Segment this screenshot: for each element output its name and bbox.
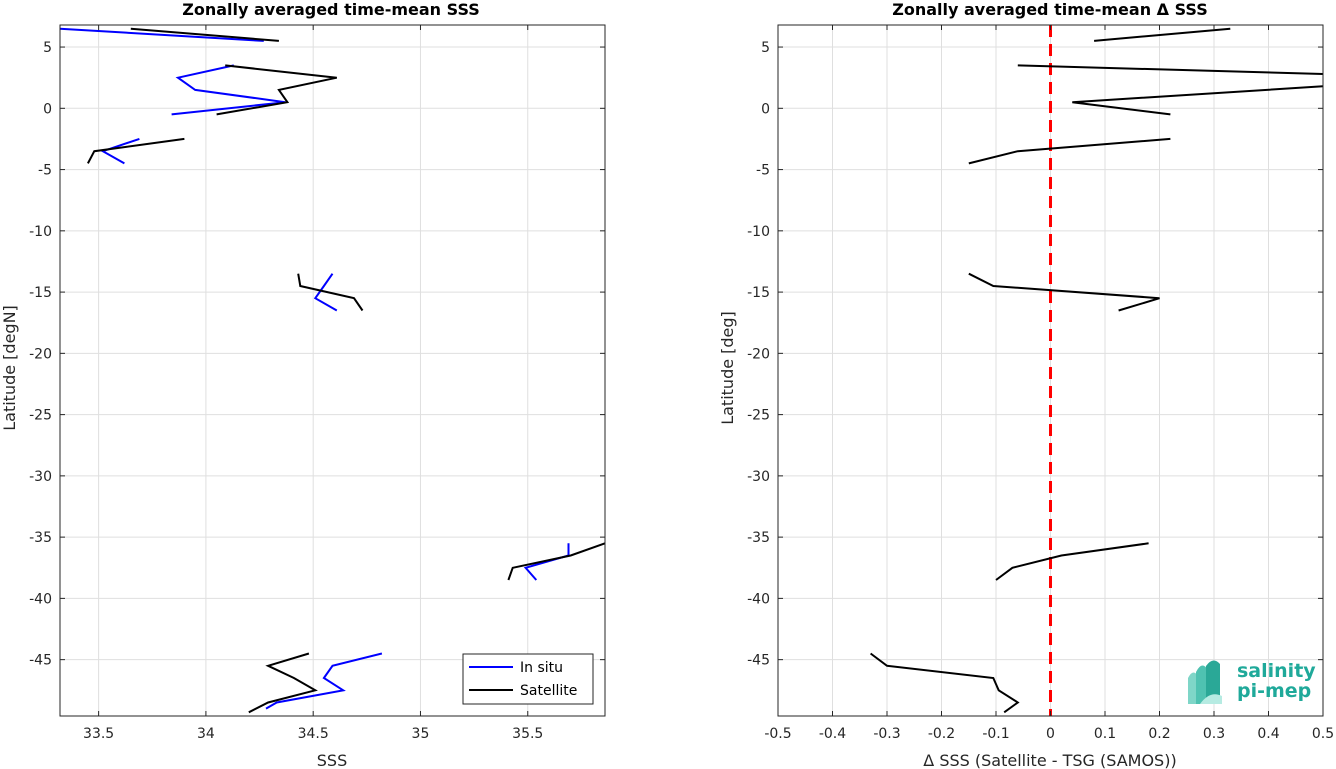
left-x-tick-label: 35.5 [512,726,543,742]
right-x-tick-label: 0 [1046,726,1055,742]
right-series-line-delta-sss [968,137,1171,165]
right-y-tick-label: -40 [747,591,770,607]
left-series-line-in-situ [100,137,140,165]
right-y-tick-label: -45 [747,653,770,669]
right-y-tick-label: -25 [747,408,770,424]
left-chart-title: Zonally averaged time-mean SSS [182,0,480,19]
right-chart-title: Zonally averaged time-mean Δ SSS [892,0,1208,19]
right-y-tick-label: -10 [747,224,770,240]
left-y-tick-label: -35 [29,530,52,546]
left-x-tick-label: 34 [197,726,215,742]
left-y-tick-label: -15 [29,285,52,301]
left-y-tick-label: -40 [29,591,52,607]
right-x-tick-label: 0.2 [1148,726,1170,742]
left-y-tick-label: 0 [43,101,52,117]
right-chart-frame [777,24,1324,717]
right-y-tick-label: -5 [756,163,770,179]
left-series-line-in-situ [59,27,264,42]
right-series-line-delta-sss [995,542,1149,581]
left-series-line-satellite [130,27,279,42]
right-x-tick-label: -0.3 [873,726,900,742]
left-y-tick-label: -20 [29,346,52,362]
left-y-tick-label: -5 [38,163,52,179]
left-x-tick-label: 35 [412,726,430,742]
right-y-tick-label: -35 [747,530,770,546]
left-y-tick-label: -45 [29,653,52,669]
left-series-line-in-situ [523,543,570,581]
left-series-line-satellite [297,273,364,312]
right-chart-xlabel: Δ SSS (Satellite - TSG (SAMOS)) [923,751,1176,769]
legend-label-in-situ: In situ [520,660,563,676]
left-chart-frame [59,24,606,717]
right-series-line-delta-sss [869,652,1020,714]
right-series-line-delta-sss [1094,27,1231,42]
left-x-tick-label: 33.5 [83,726,114,742]
right-chart-ticks: -0.5 -0.4 -0.3 -0.2 -0.1 0 0.1 0.2 0.3 0.4 0.5 5 0 -5… [747,25,1334,742]
logo-text-salinity: salinity [1237,660,1316,682]
legend: In situ Satellite [462,653,594,705]
left-series-line-satellite [216,64,338,116]
right-x-tick-label: -0.5 [764,726,791,742]
left-chart-ticks: 33.5 34 34.5 35 35.5 5 0 -5 -10 -15 -20 -25 -30 -35 -4… [29,25,605,742]
left-series-line-in-situ [265,652,383,710]
right-chart-series [869,27,1324,714]
right-x-tick-label: 0.3 [1203,726,1225,742]
left-chart-ylabel: Latitude [degN] [0,305,19,431]
left-series-line-satellite [507,542,606,581]
left-series-line-in-situ [171,64,286,116]
right-y-tick-label: -20 [747,346,770,362]
right-y-tick-label: 0 [761,101,770,117]
right-x-tick-label: -0.1 [982,726,1009,742]
right-x-tick-label: 0.5 [1312,726,1334,742]
right-x-tick-label: 0.1 [1094,726,1116,742]
right-y-tick-label: 5 [761,40,770,56]
logo-text-pi-mep: pi-mep [1237,680,1311,702]
left-y-tick-label: 5 [43,40,52,56]
left-x-tick-label: 34.5 [298,726,329,742]
left-series-line-in-situ [313,273,338,312]
left-chart-panel: Zonally averaged time-mean SSS 33.5 34 34.… [0,0,606,769]
right-series-line-delta-sss [1017,64,1324,75]
legend-label-satellite: Satellite [520,683,577,699]
left-chart-grid [60,25,605,716]
salinity-pi-mep-logo: salinity pi-mep [1188,660,1316,704]
left-y-tick-label: -25 [29,408,52,424]
right-y-tick-label: -15 [747,285,770,301]
right-chart-ylabel: Latitude [deg] [718,311,737,425]
right-y-tick-label: -30 [747,469,770,485]
left-chart-series [59,27,606,714]
left-series-line-satellite [87,137,185,164]
left-series-line-satellite [248,652,318,714]
right-x-tick-label: -0.2 [928,726,955,742]
right-x-tick-label: 0.4 [1257,726,1279,742]
logo-wave-icon [1188,660,1222,704]
right-x-tick-label: -0.4 [819,726,846,742]
right-series-line-delta-sss [968,272,1160,312]
right-series-line-delta-sss [1072,85,1324,116]
left-y-tick-label: -10 [29,224,52,240]
right-chart-panel: Zonally averaged time-mean Δ SSS -0.5 -0.… [718,0,1334,769]
left-chart-xlabel: SSS [317,751,347,769]
legend-box [462,653,594,705]
left-y-tick-label: -30 [29,469,52,485]
